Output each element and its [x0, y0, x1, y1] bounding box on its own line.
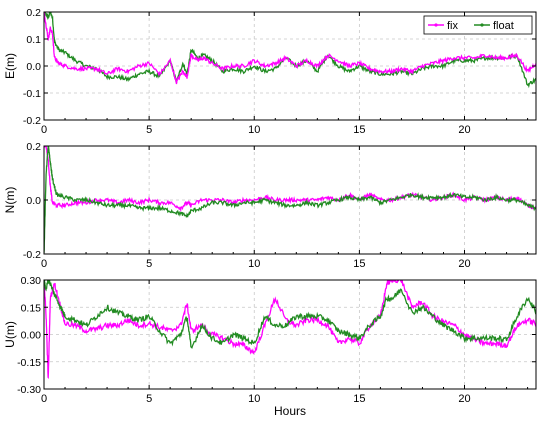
y-tick-label: 0.15: [21, 302, 42, 314]
y-tick-label: -0.2: [23, 249, 41, 261]
x-tick-label: 10: [248, 393, 260, 405]
series-line-float: [44, 280, 536, 349]
y-axis-label: E(m): [3, 53, 17, 79]
y-tick-label: -0.1: [23, 88, 41, 100]
y-tick-label: 0.30: [21, 275, 42, 287]
y-tick-label: -0.30: [17, 384, 41, 396]
y-tick-label: 0.2: [26, 7, 41, 19]
y-tick-label: 0.2: [26, 141, 41, 153]
x-tick-label: 0: [41, 393, 47, 405]
y-tick-label: 0.0: [26, 61, 41, 73]
legend-marker-float: [480, 23, 484, 27]
x-axis-label: Hours: [274, 404, 306, 418]
legend-label-float: float: [493, 20, 514, 32]
y-tick-label: 0.0: [26, 195, 41, 207]
y-tick-label: 0.1: [26, 34, 41, 46]
y-tick-label: -0.2: [23, 115, 41, 127]
series-line-fix: [44, 12, 536, 85]
x-tick-label: 15: [353, 393, 365, 405]
y-tick-label: 0.00: [21, 330, 42, 342]
y-tick-label: -0.15: [17, 357, 41, 369]
y-axis-label: N(m): [3, 187, 17, 214]
x-tick-label: 20: [458, 124, 470, 136]
x-tick-label: 10: [248, 258, 260, 270]
series-line-fix: [44, 280, 536, 380]
x-tick-label: 10: [248, 124, 260, 136]
series-line-float: [44, 12, 536, 89]
x-tick-label: 0: [41, 124, 47, 136]
x-tick-label: 15: [353, 124, 365, 136]
legend-marker-fix: [434, 23, 438, 27]
x-tick-label: 0: [41, 258, 47, 270]
legend-label-fix: fix: [447, 20, 459, 32]
x-tick-label: 20: [458, 258, 470, 270]
y-axis-label: U(m): [3, 321, 17, 348]
series-line-float: [44, 146, 536, 253]
x-tick-label: 15: [353, 258, 365, 270]
x-tick-label: 5: [146, 258, 152, 270]
x-tick-label: 20: [458, 393, 470, 405]
x-tick-label: 5: [146, 124, 152, 136]
x-tick-label: 5: [146, 393, 152, 405]
